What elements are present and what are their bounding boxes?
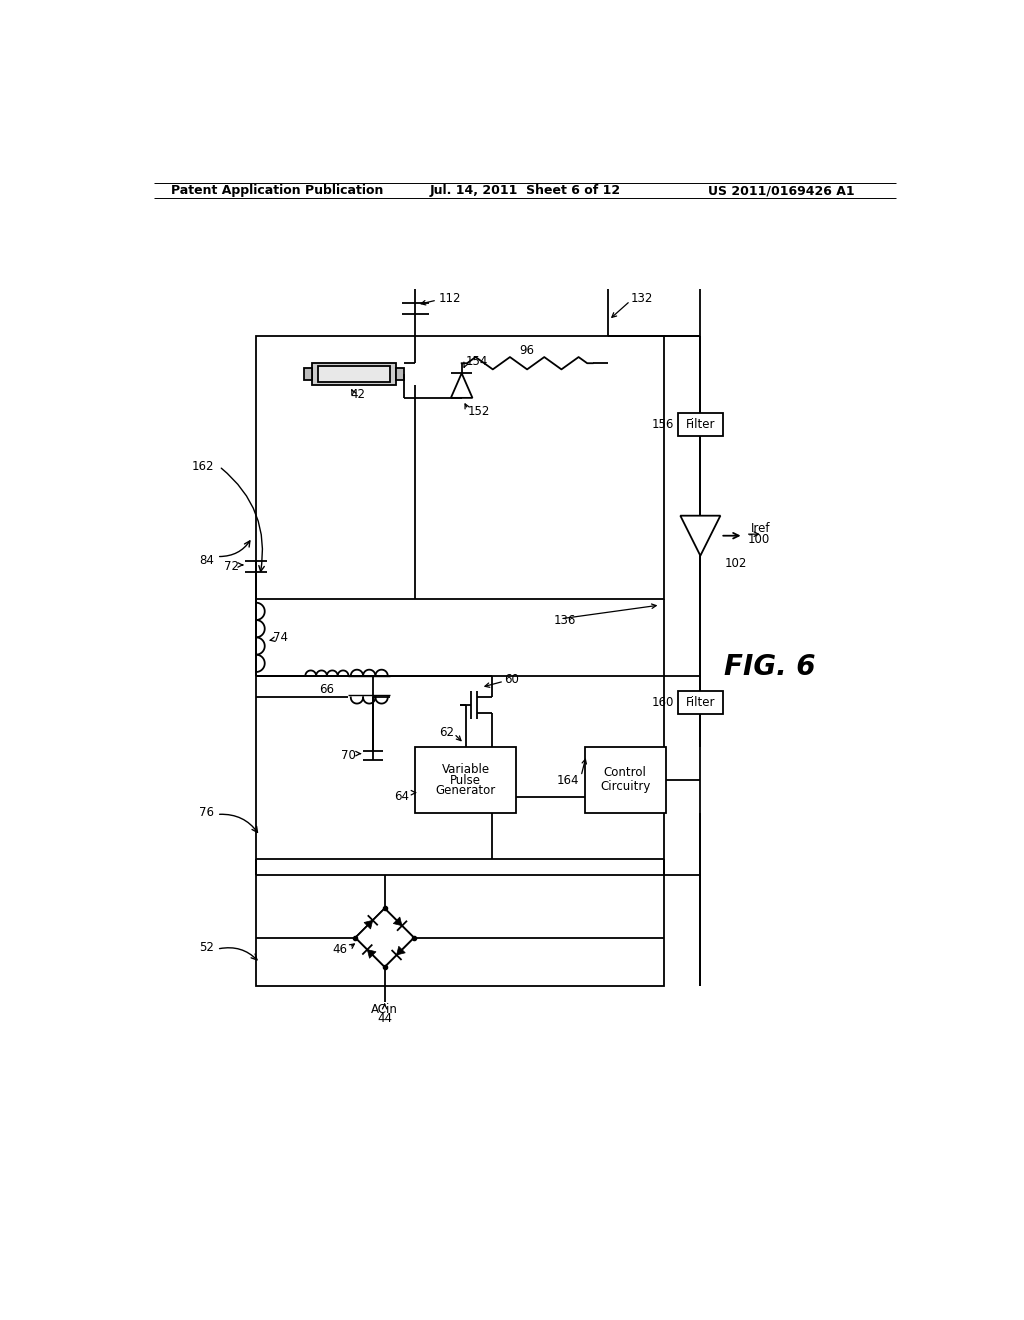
Text: Pulse: Pulse [450,774,481,787]
Text: Control: Control [604,766,647,779]
Text: 164: 164 [556,774,579,787]
Text: Filter: Filter [686,417,715,430]
Bar [256,875,665,986]
Text: 100: 100 [748,533,770,546]
Text: 74: 74 [273,631,288,644]
Text: Variable: Variable [441,763,489,776]
Text: 112: 112 [438,292,461,305]
Text: 162: 162 [191,459,214,473]
Polygon shape [355,908,414,966]
Polygon shape [368,949,376,958]
Text: 42: 42 [350,388,365,400]
Bar [585,747,666,813]
Text: 60: 60 [504,673,519,686]
Text: 66: 66 [319,684,335,696]
Text: 46: 46 [333,942,348,956]
Polygon shape [680,516,720,556]
Text: Generator: Generator [435,784,496,797]
Text: 72: 72 [224,560,240,573]
Text: 156: 156 [652,417,674,430]
Bar [317,367,390,381]
Text: 76: 76 [199,807,214,820]
Polygon shape [393,917,402,925]
Polygon shape [451,374,472,397]
Text: Iref: Iref [752,521,771,535]
Text: 102: 102 [724,557,746,570]
Text: 160: 160 [652,696,674,709]
Text: US 2011/0169426 A1: US 2011/0169426 A1 [708,185,854,197]
Text: FIG. 6: FIG. 6 [724,652,815,681]
Text: 70: 70 [341,748,356,762]
Bar [678,413,723,436]
Bar [311,363,396,385]
Text: 44: 44 [377,1012,392,1026]
Text: 96: 96 [519,345,535,358]
Text: 152: 152 [468,405,490,418]
Bar [678,692,723,714]
Bar [416,747,515,813]
Polygon shape [365,920,373,929]
Text: 64: 64 [394,791,410,803]
Bar [304,368,311,380]
Polygon shape [396,946,406,954]
Text: Filter: Filter [686,696,715,709]
Bar [256,335,665,599]
Text: 84: 84 [199,554,214,566]
Text: Patent Application Publication: Patent Application Publication [171,185,383,197]
Text: 136: 136 [554,614,577,627]
Text: 132: 132 [631,292,653,305]
Bar [256,676,665,859]
Text: 62: 62 [439,726,454,739]
Text: 154: 154 [466,355,487,368]
Text: ACin: ACin [372,1003,398,1016]
Text: 52: 52 [199,941,214,954]
Bar [396,368,403,380]
Text: Jul. 14, 2011  Sheet 6 of 12: Jul. 14, 2011 Sheet 6 of 12 [429,185,621,197]
Text: Circuitry: Circuitry [600,780,650,793]
